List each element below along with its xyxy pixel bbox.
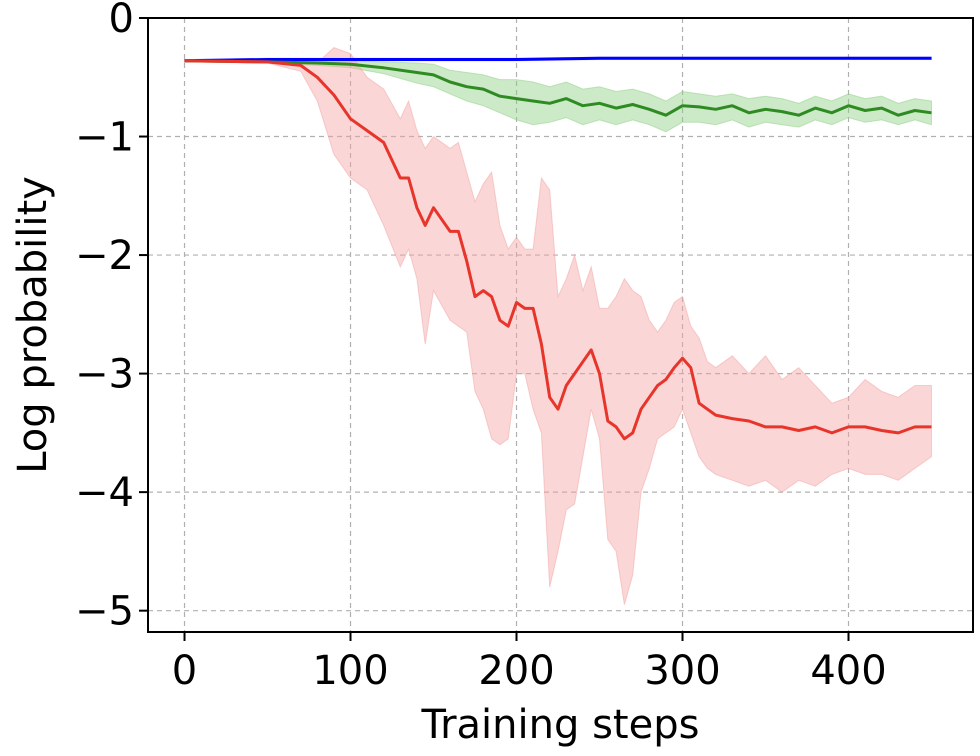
plot-area-frame	[147, 17, 974, 633]
series-2-band	[184, 58, 932, 133]
x-axis-ticks: 0 100 200 300 400	[172, 632, 887, 694]
series-1-line	[184, 56, 932, 63]
y-tick-label: 0	[109, 0, 134, 42]
y-tick-label: −3	[75, 352, 134, 398]
x-tick-label: 300	[644, 648, 720, 694]
y-tick-label: −2	[75, 233, 134, 279]
x-tick-label: 400	[810, 648, 886, 694]
series-3-line	[184, 59, 932, 441]
series-3-band	[184, 47, 932, 605]
y-axis-ticks: 0 −1 −2 −3 −4 −5	[75, 0, 148, 635]
confidence-bands	[184, 47, 932, 605]
x-tick-label: 200	[478, 648, 554, 694]
y-tick-label: −1	[75, 115, 134, 161]
series-lines	[184, 56, 932, 441]
x-axis-label: Training steps	[421, 702, 700, 748]
y-tick-label: −5	[75, 589, 134, 635]
y-axis-label: Log probability	[10, 176, 56, 474]
series-2-line	[184, 59, 932, 117]
x-tick-label: 100	[312, 648, 388, 694]
y-tick-label: −4	[75, 470, 134, 516]
grid	[148, 17, 973, 632]
x-tick-label: 0	[172, 648, 197, 694]
